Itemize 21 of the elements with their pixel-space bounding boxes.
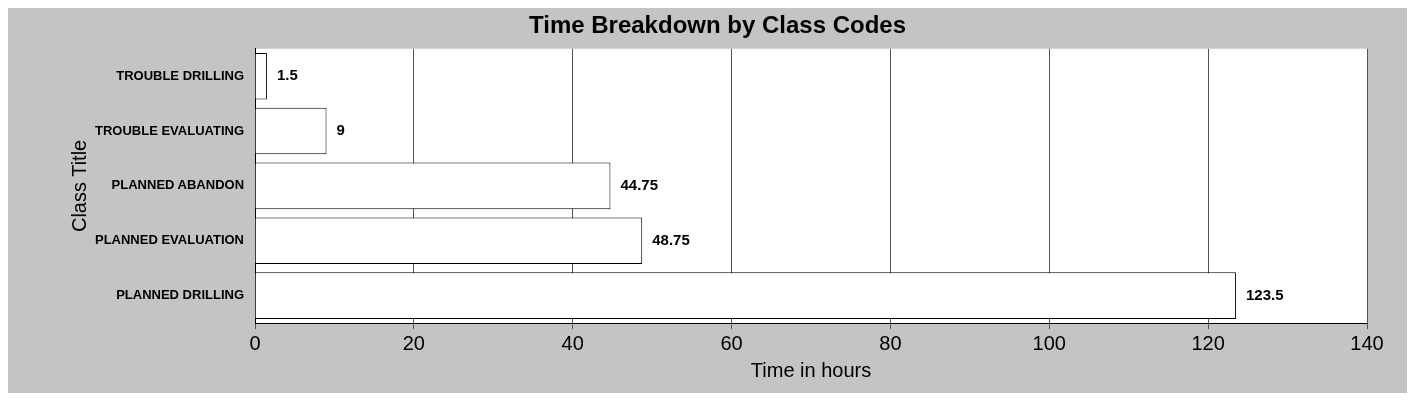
- data-label: 1.5: [276, 66, 298, 84]
- x-axis-title: Time in hours: [750, 358, 872, 381]
- x-tick-label: 140: [1350, 331, 1384, 354]
- y-tick-label: PLANNED DRILLING: [116, 287, 245, 303]
- y-tick-label: PLANNED ABANDON: [111, 177, 245, 193]
- x-tick-label: 120: [1191, 331, 1225, 354]
- x-tick-label: 40: [561, 331, 584, 354]
- y-tick-label: TROUBLE DRILLING: [116, 67, 245, 83]
- data-label: 48.75: [652, 230, 690, 248]
- data-label: 44.75: [620, 176, 658, 194]
- x-tick-label: 100: [1032, 331, 1066, 354]
- x-tick-label: 20: [402, 331, 425, 354]
- y-tick-label: PLANNED EVALUATION: [94, 232, 245, 248]
- x-tick-label: 0: [249, 331, 261, 354]
- y-axis-title: Class Title: [67, 139, 90, 233]
- data-label: 9: [336, 121, 345, 139]
- chart-title: Time Breakdown by Class Codes: [528, 11, 907, 39]
- y-tick-label: TROUBLE EVALUATING: [95, 122, 245, 138]
- x-tick-label: 60: [720, 331, 743, 354]
- x-tick-label: 80: [879, 331, 902, 354]
- data-label: 123.5: [1245, 285, 1284, 303]
